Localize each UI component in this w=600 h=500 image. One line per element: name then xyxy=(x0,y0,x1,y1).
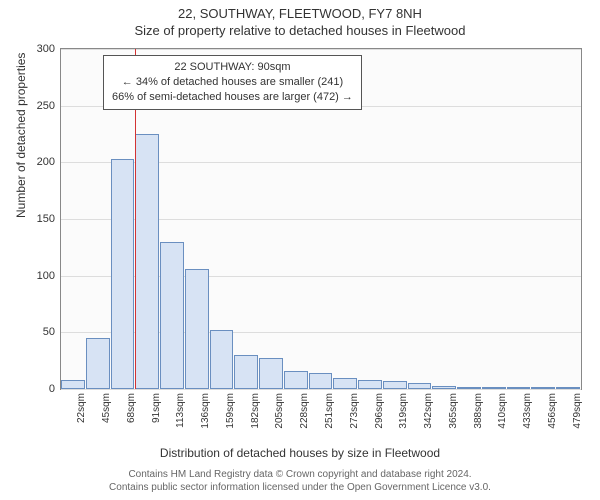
x-tick-label: 159sqm xyxy=(225,393,236,429)
x-tick-label: 251sqm xyxy=(324,393,335,429)
x-tick-label: 456sqm xyxy=(547,393,558,429)
histogram-bar xyxy=(358,380,382,389)
histogram-bar xyxy=(135,134,159,389)
x-axis-label: Distribution of detached houses by size … xyxy=(0,446,600,460)
histogram-bar xyxy=(432,386,456,389)
x-tick-label: 479sqm xyxy=(572,393,583,429)
y-tick-label: 200 xyxy=(37,156,55,168)
chart-subtitle: Size of property relative to detached ho… xyxy=(0,21,600,38)
histogram-bar xyxy=(210,330,234,389)
x-tick-label: 433sqm xyxy=(522,393,533,429)
plot-area: 05010015020025030022sqm45sqm68sqm91sqm11… xyxy=(60,48,582,390)
x-tick-label: 91sqm xyxy=(151,393,162,423)
histogram-bar xyxy=(482,387,506,389)
histogram-bar xyxy=(383,381,407,389)
histogram-bar xyxy=(160,242,184,389)
chart-container: 22, SOUTHWAY, FLEETWOOD, FY7 8NH Size of… xyxy=(0,0,600,500)
gridline xyxy=(61,389,581,390)
y-tick-label: 250 xyxy=(37,100,55,112)
x-tick-label: 205sqm xyxy=(274,393,285,429)
histogram-bar xyxy=(507,387,531,389)
x-tick-label: 136sqm xyxy=(200,393,211,429)
x-tick-label: 365sqm xyxy=(448,393,459,429)
x-tick-label: 113sqm xyxy=(175,393,186,428)
histogram-bar xyxy=(309,373,333,389)
x-tick-label: 319sqm xyxy=(398,393,409,429)
x-tick-label: 273sqm xyxy=(349,393,360,429)
x-tick-label: 228sqm xyxy=(299,393,310,429)
y-tick-label: 50 xyxy=(43,326,55,338)
y-tick-label: 150 xyxy=(37,213,55,225)
y-tick-label: 300 xyxy=(37,43,55,55)
annotation-box: 22 SOUTHWAY: 90sqm ← 34% of detached hou… xyxy=(103,55,362,110)
x-tick-label: 296sqm xyxy=(374,393,385,429)
y-tick-label: 0 xyxy=(49,383,55,395)
annotation-line3: 66% of semi-detached houses are larger (… xyxy=(112,90,353,105)
x-tick-label: 22sqm xyxy=(76,393,87,423)
x-tick-label: 342sqm xyxy=(423,393,434,429)
x-tick-label: 45sqm xyxy=(101,393,112,423)
x-tick-label: 68sqm xyxy=(126,393,137,423)
y-tick-label: 100 xyxy=(37,270,55,282)
histogram-bar xyxy=(531,387,555,389)
histogram-bar xyxy=(408,383,432,389)
histogram-bar xyxy=(234,355,258,389)
y-axis-label: Number of detached properties xyxy=(14,53,28,218)
histogram-bar xyxy=(259,358,283,389)
footer-line1: Contains HM Land Registry data © Crown c… xyxy=(0,468,600,481)
footer: Contains HM Land Registry data © Crown c… xyxy=(0,468,600,494)
x-tick-label: 388sqm xyxy=(473,393,484,429)
histogram-bar xyxy=(61,380,85,389)
histogram-bar xyxy=(284,371,308,389)
footer-line2: Contains public sector information licen… xyxy=(0,481,600,494)
chart-title-address: 22, SOUTHWAY, FLEETWOOD, FY7 8NH xyxy=(0,0,600,21)
histogram-bar xyxy=(457,387,481,389)
histogram-bar xyxy=(111,159,135,389)
histogram-bar xyxy=(86,338,110,389)
annotation-line1: 22 SOUTHWAY: 90sqm xyxy=(112,60,353,75)
histogram-bar xyxy=(556,387,580,389)
histogram-bar xyxy=(185,269,209,389)
x-tick-label: 410sqm xyxy=(497,393,508,429)
x-tick-label: 182sqm xyxy=(250,393,261,429)
annotation-line2: ← 34% of detached houses are smaller (24… xyxy=(112,75,353,90)
gridline xyxy=(61,49,581,50)
histogram-bar xyxy=(333,378,357,389)
